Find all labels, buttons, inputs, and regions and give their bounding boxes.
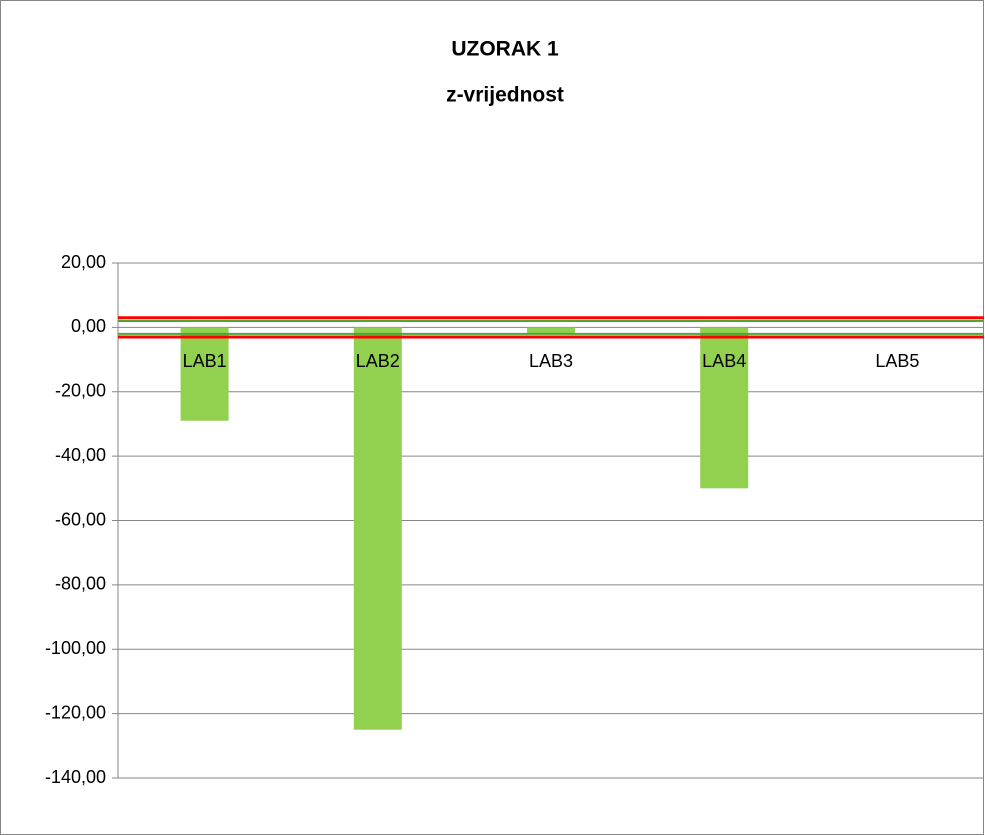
bar xyxy=(527,327,575,334)
chart-subtitle: z-vrijednost xyxy=(446,84,564,107)
y-tick-label: -80,00 xyxy=(55,574,106,594)
y-tick-label: -60,00 xyxy=(55,509,106,529)
y-tick-label: 20,00 xyxy=(61,252,106,272)
x-tick-label: LAB1 xyxy=(183,351,227,371)
y-tick-label: -100,00 xyxy=(45,638,106,658)
y-tick-label: 0,00 xyxy=(71,316,106,336)
bar xyxy=(353,327,402,730)
x-tick-label: LAB5 xyxy=(875,351,919,371)
bar xyxy=(180,327,229,421)
x-tick-label: LAB3 xyxy=(529,351,573,371)
bar xyxy=(700,327,749,489)
chart-title: UZORAK 1 xyxy=(451,38,559,61)
x-tick-label: LAB2 xyxy=(356,351,400,371)
y-tick-label: -40,00 xyxy=(55,445,106,465)
y-tick-label: -120,00 xyxy=(45,702,106,722)
y-tick-label: -20,00 xyxy=(55,381,106,401)
y-tick-label: -140,00 xyxy=(45,767,106,787)
x-tick-label: LAB4 xyxy=(702,351,746,371)
